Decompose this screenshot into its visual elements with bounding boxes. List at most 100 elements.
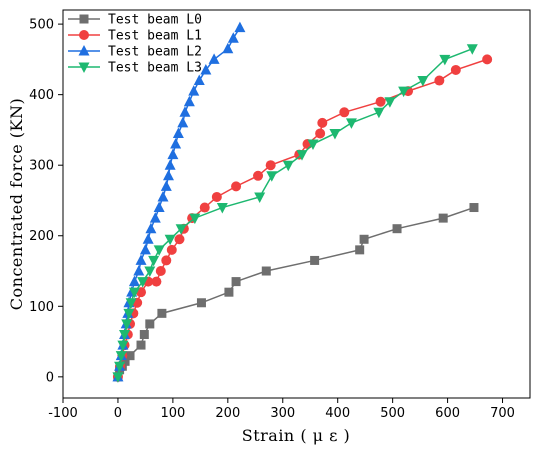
series-0 bbox=[113, 203, 479, 382]
data-point bbox=[373, 107, 385, 119]
series-line bbox=[117, 27, 241, 377]
data-point bbox=[144, 266, 156, 278]
data-point bbox=[434, 75, 445, 86]
data-point bbox=[166, 244, 177, 255]
data-point bbox=[261, 266, 271, 276]
x-tick-label: -100 bbox=[48, 406, 78, 421]
data-point bbox=[266, 171, 278, 182]
data-point bbox=[167, 148, 179, 160]
y-tick-label: 200 bbox=[29, 229, 54, 244]
data-point bbox=[466, 44, 478, 55]
x-tick-label: 400 bbox=[325, 406, 350, 421]
data-point bbox=[137, 277, 149, 288]
data-point bbox=[145, 222, 157, 234]
data-point bbox=[339, 107, 350, 118]
y-tick-label: 100 bbox=[29, 300, 54, 315]
data-point bbox=[359, 234, 369, 244]
data-point bbox=[417, 76, 429, 87]
data-point bbox=[199, 202, 210, 213]
data-point bbox=[164, 234, 176, 246]
data-point bbox=[164, 159, 176, 170]
data-point bbox=[482, 54, 493, 65]
data-point bbox=[231, 181, 242, 192]
data-point bbox=[234, 21, 246, 33]
data-point bbox=[392, 224, 402, 234]
legend-label: Test beam L3 bbox=[108, 61, 202, 76]
x-tick-label: 0 bbox=[114, 406, 122, 421]
data-point bbox=[119, 330, 131, 341]
series-1 bbox=[112, 54, 493, 382]
data-point bbox=[222, 42, 234, 54]
data-point bbox=[114, 361, 126, 373]
plot-frame bbox=[62, 9, 531, 399]
data-point bbox=[170, 138, 182, 149]
legend-label: Test beam L2 bbox=[108, 45, 202, 60]
data-point bbox=[183, 95, 195, 107]
series-layer bbox=[112, 21, 493, 383]
data-point bbox=[117, 340, 129, 352]
data-point bbox=[120, 356, 130, 366]
data-point bbox=[200, 63, 212, 75]
data-point bbox=[208, 53, 220, 64]
data-point bbox=[128, 287, 140, 299]
data-point bbox=[123, 308, 135, 320]
data-point bbox=[139, 330, 149, 340]
legend-marker bbox=[79, 14, 89, 24]
data-point bbox=[189, 213, 201, 225]
data-point bbox=[174, 234, 185, 245]
data-point bbox=[307, 139, 319, 151]
data-point bbox=[438, 213, 448, 223]
data-point bbox=[160, 180, 172, 191]
data-point bbox=[253, 170, 264, 181]
y-axis-title: Concentrated force (KN) bbox=[7, 98, 26, 310]
data-point bbox=[157, 308, 167, 318]
data-point bbox=[142, 233, 154, 244]
data-point bbox=[398, 86, 410, 98]
data-point bbox=[139, 243, 151, 255]
data-point bbox=[162, 169, 174, 181]
x-tick-label: 700 bbox=[490, 406, 515, 421]
series-line bbox=[117, 206, 475, 378]
data-point bbox=[161, 255, 172, 266]
data-point bbox=[172, 127, 184, 138]
data-point bbox=[296, 150, 308, 161]
x-tick-label: 100 bbox=[160, 406, 185, 421]
data-point bbox=[254, 192, 266, 203]
x-tick-label: 200 bbox=[215, 406, 240, 421]
data-point bbox=[355, 245, 365, 255]
legend-item: Test beam L2 bbox=[68, 45, 202, 60]
data-point bbox=[231, 277, 241, 287]
data-point bbox=[115, 351, 127, 362]
y-tick-label: 400 bbox=[29, 88, 54, 103]
legend-marker bbox=[78, 45, 90, 56]
data-point bbox=[216, 203, 228, 214]
data-point bbox=[193, 74, 205, 86]
data-point bbox=[155, 266, 166, 277]
legend-label: Test beam L0 bbox=[108, 13, 202, 28]
data-point bbox=[157, 190, 169, 202]
data-point bbox=[112, 372, 124, 383]
data-point bbox=[136, 340, 146, 350]
data-point bbox=[329, 128, 341, 140]
series-line bbox=[117, 48, 473, 377]
data-point bbox=[135, 254, 147, 265]
legend-marker bbox=[78, 62, 90, 73]
data-point bbox=[148, 255, 160, 267]
data-point bbox=[153, 201, 165, 213]
series-line bbox=[117, 58, 488, 377]
data-point bbox=[227, 32, 239, 43]
data-point bbox=[133, 265, 145, 276]
y-tick-label: 500 bbox=[29, 18, 54, 33]
legend-item: Test beam L3 bbox=[68, 61, 202, 76]
data-point bbox=[384, 97, 396, 108]
x-tick-label: 600 bbox=[435, 406, 460, 421]
x-axis-title: Strain ( μ ε ) bbox=[242, 426, 351, 445]
data-point bbox=[145, 319, 155, 329]
legend-item: Test beam L0 bbox=[68, 13, 202, 28]
data-point bbox=[149, 212, 161, 223]
y-tick-label: 0 bbox=[46, 370, 54, 385]
y-tick-label: 300 bbox=[29, 159, 54, 174]
data-point bbox=[224, 287, 234, 297]
